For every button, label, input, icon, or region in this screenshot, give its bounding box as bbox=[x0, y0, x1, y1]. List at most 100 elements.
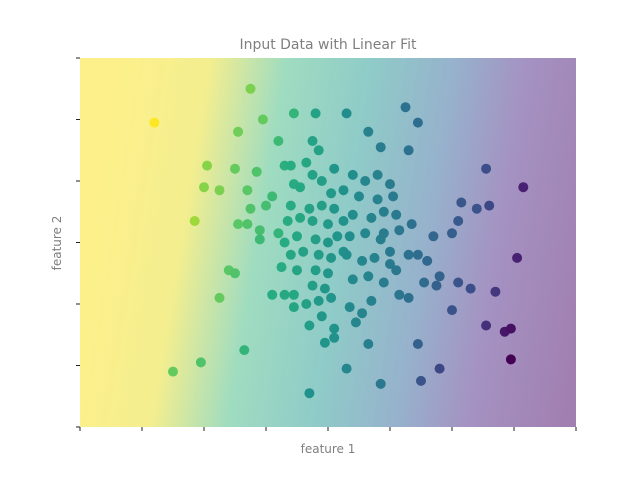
data-point bbox=[233, 219, 244, 230]
data-point bbox=[490, 286, 501, 297]
data-point bbox=[434, 363, 445, 374]
data-point bbox=[422, 255, 433, 266]
data-point bbox=[295, 182, 306, 193]
data-point bbox=[505, 323, 516, 334]
data-point bbox=[242, 185, 253, 196]
data-point bbox=[285, 200, 296, 211]
data-point bbox=[385, 246, 395, 257]
data-point bbox=[332, 231, 343, 242]
data-point bbox=[319, 283, 330, 294]
data-point bbox=[363, 271, 374, 282]
data-point bbox=[276, 262, 287, 273]
data-point bbox=[394, 225, 405, 236]
data-point bbox=[412, 339, 423, 349]
data-point bbox=[304, 203, 315, 214]
data-point bbox=[273, 136, 284, 146]
data-point bbox=[316, 200, 327, 211]
data-point bbox=[391, 265, 402, 276]
data-point bbox=[233, 126, 244, 137]
data-point bbox=[323, 237, 333, 248]
data-point bbox=[288, 289, 299, 300]
data-point bbox=[279, 289, 290, 300]
data-point bbox=[363, 126, 374, 137]
data-point bbox=[347, 169, 358, 180]
data-point bbox=[326, 252, 337, 263]
data-point bbox=[279, 237, 290, 248]
data-point bbox=[354, 191, 364, 202]
data-point bbox=[378, 277, 389, 288]
data-point bbox=[403, 292, 414, 303]
data-point bbox=[428, 231, 439, 242]
y-axis-label: feature 2 bbox=[50, 216, 64, 271]
data-point bbox=[447, 305, 457, 316]
data-point bbox=[288, 302, 299, 313]
data-point bbox=[242, 219, 253, 230]
data-point bbox=[292, 231, 302, 242]
data-point bbox=[366, 295, 377, 306]
data-point bbox=[307, 280, 318, 291]
data-point bbox=[254, 225, 265, 236]
data-point bbox=[416, 375, 426, 386]
data-point bbox=[245, 83, 256, 94]
data-point bbox=[285, 160, 296, 171]
data-point bbox=[385, 179, 395, 190]
data-point bbox=[329, 163, 340, 174]
data-point bbox=[518, 182, 529, 193]
data-point bbox=[202, 160, 213, 171]
data-point bbox=[505, 354, 516, 365]
data-point bbox=[199, 182, 209, 193]
data-point bbox=[465, 283, 476, 294]
data-point bbox=[471, 203, 482, 214]
data-point bbox=[214, 185, 225, 196]
axis-ticks bbox=[76, 57, 577, 431]
data-point bbox=[453, 216, 464, 226]
data-point bbox=[360, 228, 371, 239]
data-point bbox=[316, 176, 327, 186]
data-point bbox=[357, 255, 368, 266]
data-point bbox=[307, 169, 318, 180]
data-point bbox=[419, 277, 430, 288]
data-point bbox=[363, 339, 374, 349]
data-point bbox=[347, 274, 358, 285]
data-point bbox=[323, 219, 333, 230]
data-point bbox=[313, 145, 324, 156]
data-point bbox=[456, 197, 467, 208]
x-axis-label: feature 1 bbox=[301, 442, 356, 456]
data-point bbox=[403, 145, 414, 156]
data-point bbox=[344, 302, 355, 313]
data-point bbox=[313, 295, 324, 306]
data-point bbox=[391, 209, 402, 220]
data-point bbox=[251, 166, 262, 177]
data-point bbox=[481, 163, 492, 174]
data-point bbox=[400, 102, 411, 113]
data-point bbox=[378, 228, 389, 239]
data-point bbox=[285, 249, 296, 260]
data-point bbox=[357, 308, 368, 319]
data-point bbox=[304, 320, 315, 331]
data-point bbox=[344, 231, 355, 242]
data-point bbox=[195, 357, 206, 368]
data-point bbox=[385, 259, 395, 269]
data-point bbox=[329, 323, 340, 334]
data-point bbox=[214, 292, 225, 303]
data-point bbox=[239, 345, 250, 356]
data-point bbox=[412, 249, 423, 260]
data-point bbox=[254, 234, 265, 245]
data-point bbox=[313, 249, 324, 260]
data-point bbox=[295, 212, 306, 223]
data-point bbox=[431, 280, 442, 291]
data-point bbox=[372, 169, 383, 180]
data-point bbox=[307, 136, 318, 146]
data-point bbox=[301, 299, 312, 309]
data-point bbox=[310, 265, 321, 276]
data-point bbox=[338, 185, 349, 196]
data-point bbox=[481, 320, 492, 331]
data-point bbox=[453, 277, 464, 288]
data-point bbox=[388, 191, 399, 202]
data-point bbox=[347, 209, 358, 220]
data-point bbox=[149, 117, 160, 128]
data-point bbox=[434, 271, 445, 282]
data-point bbox=[375, 142, 386, 153]
data-point bbox=[406, 219, 417, 230]
